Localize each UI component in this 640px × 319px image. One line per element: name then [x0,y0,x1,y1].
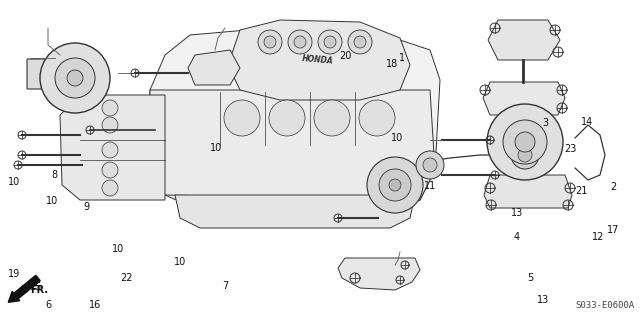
Circle shape [354,36,366,48]
Text: 19: 19 [8,269,20,279]
Text: 4: 4 [514,232,520,242]
Circle shape [503,120,547,164]
Polygon shape [338,258,420,290]
Circle shape [348,30,372,54]
Circle shape [67,70,83,86]
Circle shape [518,148,532,162]
Text: 5: 5 [527,272,533,283]
Text: 21: 21 [575,186,588,196]
Text: 23: 23 [564,144,577,154]
Circle shape [102,142,118,158]
Text: 3: 3 [542,118,548,128]
Circle shape [359,100,395,136]
Polygon shape [484,175,572,208]
Text: 20: 20 [339,51,352,61]
Circle shape [416,151,444,179]
Text: 10: 10 [210,143,223,153]
Circle shape [269,100,305,136]
Polygon shape [228,20,410,100]
Text: 11: 11 [424,181,436,191]
Circle shape [102,100,118,116]
Circle shape [55,58,95,98]
Circle shape [102,180,118,196]
Circle shape [324,36,336,48]
Text: 10: 10 [112,244,125,254]
Circle shape [367,157,423,213]
Text: 8: 8 [51,170,58,180]
Text: 10: 10 [174,256,187,267]
Polygon shape [148,28,440,220]
Polygon shape [60,95,165,200]
Polygon shape [175,195,415,228]
Text: HONDA: HONDA [302,54,334,66]
FancyBboxPatch shape [27,59,79,89]
Text: 10: 10 [8,177,20,187]
Text: 12: 12 [592,232,605,242]
Circle shape [224,100,260,136]
Circle shape [389,179,401,191]
Circle shape [515,132,535,152]
Text: 18: 18 [386,59,399,69]
Text: 9: 9 [83,202,90,212]
Text: 6: 6 [45,300,51,310]
Circle shape [264,36,276,48]
Circle shape [288,30,312,54]
Text: 15: 15 [30,282,43,292]
Text: 17: 17 [607,225,620,235]
Circle shape [314,100,350,136]
Text: 22: 22 [120,273,133,283]
Text: 10: 10 [390,133,403,143]
Circle shape [318,30,342,54]
Circle shape [423,158,437,172]
FancyArrow shape [8,275,40,302]
Circle shape [102,162,118,178]
Polygon shape [150,90,435,200]
Polygon shape [188,50,240,85]
Circle shape [511,141,539,169]
Polygon shape [488,20,560,60]
Circle shape [258,30,282,54]
Circle shape [40,43,110,113]
Text: 13: 13 [536,295,549,305]
Text: 7: 7 [222,281,228,292]
Text: 2: 2 [610,182,616,192]
Text: 10: 10 [46,196,59,206]
Circle shape [487,104,563,180]
Text: S033-E0600A: S033-E0600A [576,301,635,310]
Polygon shape [483,82,565,115]
Circle shape [379,169,411,201]
Text: 16: 16 [88,300,101,310]
Text: 14: 14 [581,117,594,127]
Text: FR.: FR. [30,285,48,295]
Text: 13: 13 [511,208,524,218]
Text: 1: 1 [399,53,405,63]
Circle shape [294,36,306,48]
Circle shape [102,117,118,133]
